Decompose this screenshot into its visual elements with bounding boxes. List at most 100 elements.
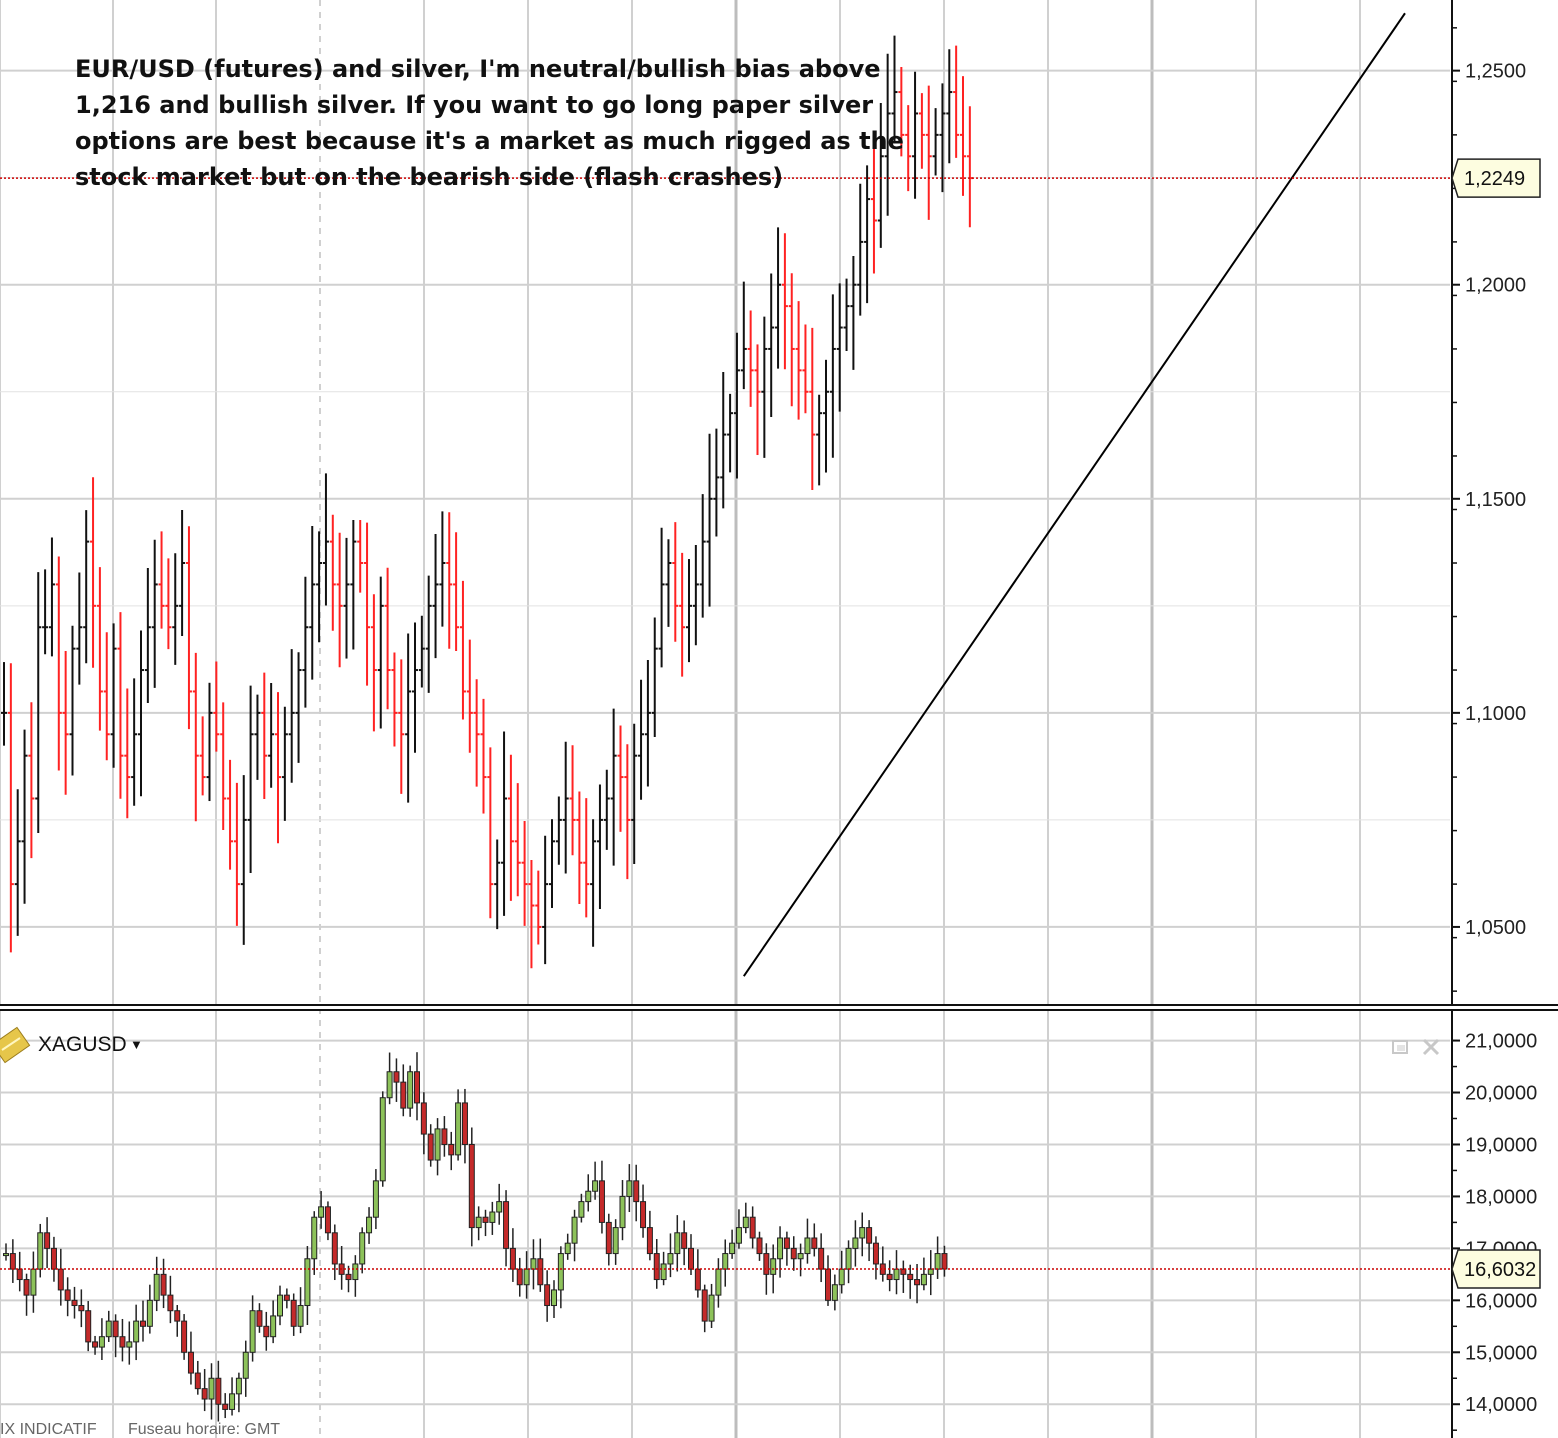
candle bbox=[448, 1131, 455, 1171]
ohlc-bar bbox=[329, 514, 336, 631]
symbol-selector[interactable]: XAGUSD ▼ bbox=[0, 1026, 143, 1064]
candle bbox=[845, 1240, 852, 1284]
ohlc-bar bbox=[281, 706, 288, 821]
ohlc-bar bbox=[213, 661, 220, 752]
candle bbox=[886, 1260, 893, 1292]
candle bbox=[592, 1161, 599, 1200]
candle-body bbox=[564, 1242, 571, 1255]
y-tick-label-upper: 1,1500 bbox=[1465, 489, 1526, 511]
restore-icon[interactable] bbox=[1392, 1040, 1408, 1054]
candle bbox=[297, 1287, 304, 1334]
candle bbox=[537, 1238, 544, 1292]
grid-layer bbox=[0, 0, 1450, 1438]
candle bbox=[619, 1180, 626, 1241]
ohlc-bar bbox=[316, 531, 323, 643]
candle-body bbox=[146, 1299, 153, 1327]
candle-body bbox=[420, 1102, 427, 1135]
ohlc-bar bbox=[199, 716, 206, 796]
candle bbox=[482, 1209, 489, 1237]
candle-body bbox=[468, 1143, 475, 1229]
candle-body bbox=[763, 1253, 770, 1275]
candle-body bbox=[386, 1071, 393, 1099]
candle bbox=[167, 1275, 174, 1324]
candle bbox=[797, 1243, 804, 1277]
candle-body bbox=[345, 1273, 352, 1281]
ohlc-bar bbox=[966, 106, 973, 228]
candle-body bbox=[352, 1263, 359, 1281]
candle bbox=[551, 1280, 557, 1319]
candle-body bbox=[434, 1128, 441, 1161]
candle-body bbox=[112, 1320, 119, 1338]
candle bbox=[359, 1227, 366, 1274]
candle-body bbox=[372, 1180, 379, 1218]
candle bbox=[777, 1226, 784, 1278]
candle-body bbox=[907, 1273, 914, 1281]
candle bbox=[215, 1360, 222, 1422]
candle-body bbox=[783, 1237, 790, 1249]
ohlc-bar bbox=[514, 783, 521, 897]
candle-body bbox=[729, 1242, 736, 1255]
candle-body bbox=[777, 1237, 784, 1260]
annotation-line-3: options are best because it's a market a… bbox=[75, 127, 904, 155]
candle-body bbox=[489, 1211, 496, 1223]
candle bbox=[208, 1363, 215, 1420]
ohlc-bar bbox=[172, 553, 179, 665]
candle bbox=[3, 1243, 9, 1261]
ohlc-bar bbox=[713, 428, 720, 537]
candle-body bbox=[790, 1247, 797, 1260]
ohlc-bar bbox=[802, 324, 809, 414]
candle-body bbox=[859, 1227, 866, 1239]
candle bbox=[427, 1124, 434, 1167]
ohlc-bar bbox=[220, 702, 227, 831]
candle-body bbox=[229, 1393, 236, 1410]
candle bbox=[749, 1206, 756, 1249]
ohlc-bar bbox=[103, 632, 110, 761]
ohlc-bar bbox=[473, 679, 480, 787]
candle bbox=[688, 1234, 694, 1275]
panel-divider[interactable] bbox=[0, 1004, 1558, 1010]
ohlc-bar bbox=[809, 327, 816, 490]
price-badge-label: 1,2249 bbox=[1464, 168, 1525, 190]
candle-body bbox=[119, 1336, 126, 1348]
y-tick-label-upper: 1,1000 bbox=[1465, 703, 1526, 725]
ohlc-bar bbox=[110, 623, 117, 768]
candle bbox=[907, 1264, 914, 1299]
candle bbox=[98, 1318, 105, 1360]
ohlc-bar bbox=[254, 694, 261, 780]
candle bbox=[804, 1218, 811, 1264]
candle-body bbox=[270, 1315, 277, 1338]
ohlc-bar bbox=[590, 819, 597, 947]
candle-body bbox=[537, 1258, 544, 1286]
ohlc-bar bbox=[706, 433, 713, 607]
candle-body bbox=[44, 1232, 51, 1249]
candle-body bbox=[612, 1227, 619, 1255]
ohlc-bar bbox=[884, 53, 891, 216]
candle-body bbox=[167, 1294, 174, 1312]
ohlc-bar bbox=[569, 745, 576, 856]
candle bbox=[660, 1251, 667, 1286]
candle-body bbox=[37, 1232, 44, 1270]
candle-body bbox=[393, 1071, 400, 1083]
close-icon[interactable] bbox=[1422, 1038, 1440, 1056]
ohlc-bar bbox=[576, 791, 583, 905]
candle-body bbox=[681, 1232, 688, 1249]
candle bbox=[283, 1288, 290, 1309]
ohlc-bar bbox=[302, 576, 309, 708]
ohlc-bar bbox=[658, 527, 665, 668]
candle bbox=[393, 1058, 400, 1102]
ohlc-bar bbox=[521, 821, 528, 926]
ohlc-bar bbox=[28, 702, 35, 859]
axis-background bbox=[1452, 0, 1558, 1438]
ohlc-bar bbox=[761, 316, 768, 458]
candle-body bbox=[694, 1268, 701, 1291]
candle-body bbox=[701, 1289, 708, 1322]
candle-body bbox=[838, 1268, 845, 1286]
candle bbox=[372, 1169, 379, 1230]
candle-body bbox=[297, 1305, 304, 1327]
chevron-down-icon[interactable]: ▼ bbox=[130, 1037, 143, 1052]
overlay-layer bbox=[0, 12, 1450, 1270]
candle bbox=[277, 1285, 283, 1326]
candle-body bbox=[181, 1320, 188, 1353]
candle bbox=[509, 1228, 516, 1282]
candle bbox=[318, 1191, 325, 1229]
